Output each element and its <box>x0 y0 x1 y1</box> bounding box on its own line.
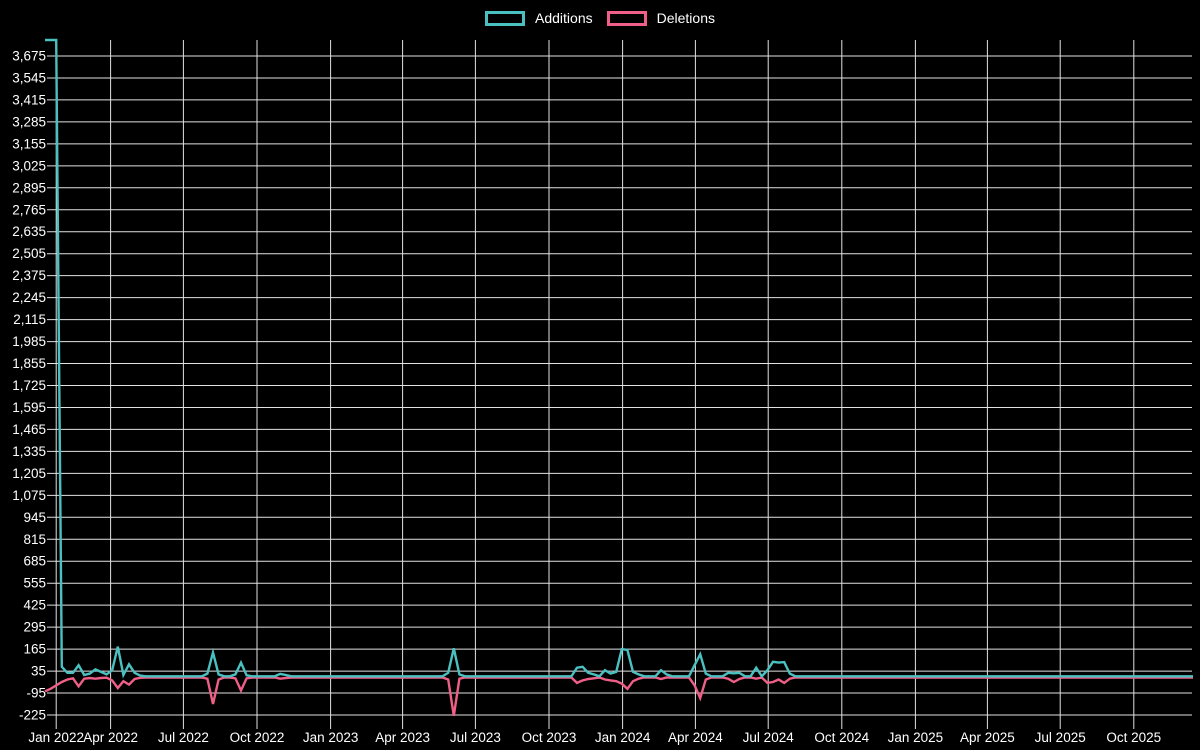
y-tick-label: 1,335 <box>12 444 46 459</box>
y-tick-label: 2,635 <box>12 224 46 239</box>
y-tick-label: 1,465 <box>12 422 46 437</box>
legend-label-additions: Additions <box>535 10 593 26</box>
x-tick-label: Jul 2025 <box>1035 730 1086 745</box>
x-tick-label: Apr 2022 <box>83 730 138 745</box>
x-tick-label: Apr 2023 <box>375 730 430 745</box>
y-tick-label: 2,245 <box>12 290 46 305</box>
y-tick-label: 815 <box>23 532 46 547</box>
y-tick-label: 555 <box>23 576 46 591</box>
y-tick-label: 3,285 <box>12 114 46 129</box>
y-tick-label: 945 <box>23 510 46 525</box>
x-tick-label: Jan 2022 <box>28 730 84 745</box>
x-tick-label: Oct 2023 <box>522 730 577 745</box>
y-tick-label: 3,155 <box>12 136 46 151</box>
x-tick-label: Jul 2022 <box>158 730 209 745</box>
x-tick-label: Jan 2025 <box>888 730 944 745</box>
additions-swatch <box>485 10 526 26</box>
y-tick-label: 35 <box>31 664 46 679</box>
deletions-swatch <box>606 10 647 26</box>
x-tick-label: Jan 2023 <box>303 730 359 745</box>
y-tick-label: 1,855 <box>12 356 46 371</box>
x-tick-label: Jul 2023 <box>450 730 501 745</box>
x-tick-label: Apr 2025 <box>960 730 1015 745</box>
y-tick-label: 1,205 <box>12 466 46 481</box>
y-tick-label: 2,115 <box>13 312 46 327</box>
deletions-line <box>44 676 1193 716</box>
y-tick-label: 3,545 <box>12 70 46 85</box>
x-tick-label: Oct 2025 <box>1106 730 1161 745</box>
y-tick-label: 425 <box>23 598 46 613</box>
y-tick-label: 3,675 <box>12 49 46 64</box>
y-tick-label: 3,415 <box>12 92 46 107</box>
chart-legend: Additions Deletions <box>0 7 1200 29</box>
legend-label-deletions: Deletions <box>656 10 715 26</box>
y-tick-label: 2,505 <box>12 246 46 261</box>
x-tick-label: Apr 2024 <box>668 730 723 745</box>
x-tick-label: Oct 2022 <box>230 730 285 745</box>
y-tick-label: 295 <box>23 620 46 635</box>
x-tick-label: Jul 2024 <box>743 730 795 745</box>
y-tick-label: 685 <box>23 554 46 569</box>
y-tick-label: -225 <box>19 708 46 723</box>
y-tick-label: 1,595 <box>12 400 46 415</box>
y-tick-label: 165 <box>23 642 46 657</box>
y-tick-label: 2,895 <box>12 180 46 195</box>
y-tick-label: 3,025 <box>12 158 46 173</box>
y-tick-label: 1,075 <box>12 488 46 503</box>
y-tick-label: 1,985 <box>12 334 46 349</box>
y-tick-label: -95 <box>26 686 46 701</box>
legend-item-deletions[interactable]: Deletions <box>606 10 715 26</box>
legend-item-additions[interactable]: Additions <box>485 10 593 26</box>
x-tick-label: Oct 2024 <box>814 730 869 745</box>
y-tick-label: 1,725 <box>12 378 46 393</box>
y-tick-label: 2,375 <box>12 268 46 283</box>
x-tick-label: Jan 2024 <box>595 730 651 745</box>
y-tick-label: 2,765 <box>12 202 46 217</box>
additions-line <box>45 38 1193 679</box>
